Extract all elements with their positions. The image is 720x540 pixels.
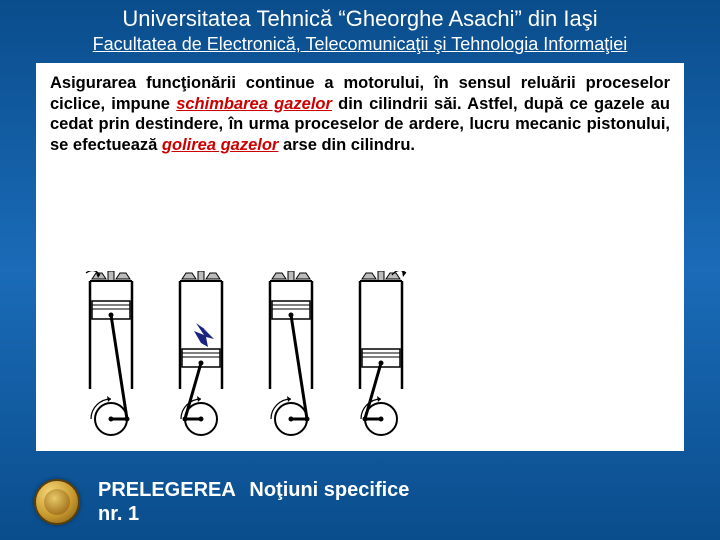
cylinder-2 xyxy=(156,271,246,441)
lecture-label: PRELEGEREA xyxy=(98,479,236,501)
page-title: Universitatea Tehnică “Gheorghe Asachi” … xyxy=(0,0,720,32)
cylinder-4 xyxy=(336,271,426,441)
body-paragraph: Asigurarea funcţionării continue a motor… xyxy=(50,73,670,156)
footer: PRELEGEREA Noţiuni specifice nr. 1 xyxy=(34,478,409,526)
lecture-topic: Noţiuni specifice xyxy=(249,479,409,501)
engine-diagram xyxy=(66,271,426,441)
body-em-1: schimbarea gazelor xyxy=(176,95,332,113)
content-panel: Asigurarea funcţionării continue a motor… xyxy=(36,63,684,451)
body-text-c: arse din cilindru. xyxy=(278,136,415,154)
lecture-number: nr. 1 xyxy=(98,503,139,525)
cylinder-3 xyxy=(246,271,336,441)
footer-text: PRELEGEREA Noţiuni specifice nr. 1 xyxy=(98,478,409,526)
medal-icon xyxy=(34,479,80,525)
cylinder-1 xyxy=(66,271,156,441)
body-em-2: golirea gazelor xyxy=(162,136,278,154)
page-subtitle: Facultatea de Electronică, Telecomunicaţ… xyxy=(0,32,720,57)
